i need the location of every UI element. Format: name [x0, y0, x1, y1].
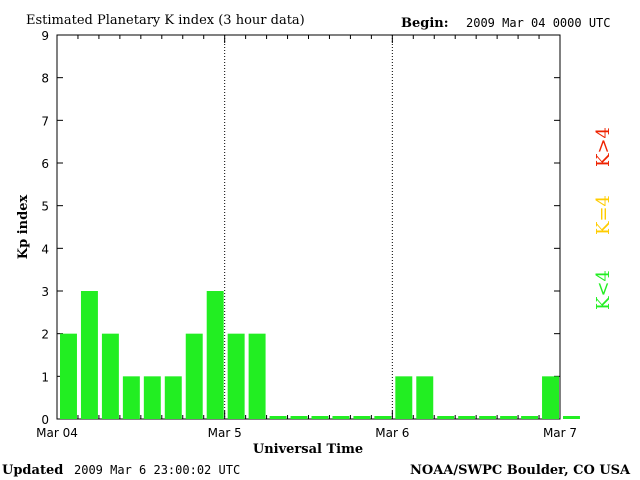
kp-bar: [164, 376, 182, 419]
axis-ticks: [56, 34, 561, 420]
x-tick-label: Mar 7: [543, 426, 577, 440]
y-tick-label: 4: [41, 242, 49, 256]
x-tick-label: Mar 5: [208, 426, 242, 440]
kp-bar: [521, 416, 539, 419]
y-tick-label: 0: [41, 413, 49, 427]
kp-bar: [290, 416, 308, 419]
kp-bar: [80, 291, 98, 419]
x-axis-label: Universal Time: [253, 442, 363, 457]
kp-bar: [500, 416, 518, 419]
kp-bar: [395, 376, 413, 419]
day-divider-lines: [224, 35, 393, 419]
kp-bar: [227, 333, 245, 419]
y-tick-label: 5: [41, 200, 49, 214]
source-credit: NOAA/SWPC Boulder, CO USA: [410, 463, 631, 478]
y-tick-labels: 0 1 2 3 4 5 6 7 8 9: [41, 29, 49, 427]
bar-series: [60, 291, 580, 419]
plot-frame: [56, 34, 561, 420]
kp-bar: [374, 416, 392, 419]
x-tick-label: Mar 04: [36, 426, 78, 440]
kp-bar: [143, 376, 161, 419]
kp-bar: [101, 333, 119, 419]
y-tick-label: 7: [41, 114, 49, 128]
kp-bar: [542, 376, 559, 419]
updated-label: Updated: [2, 463, 63, 478]
kp-bar: [269, 416, 287, 419]
legend-k-greater-4: K>4: [593, 127, 614, 167]
legend-k-equal-4: K=4: [593, 195, 614, 235]
kp-bar: [563, 416, 580, 419]
kp-bar: [122, 376, 140, 419]
legend-k-less-4: K<4: [593, 270, 614, 310]
y-axis-label: Kp index: [16, 195, 31, 260]
chart-title: Estimated Planetary K index (3 hour data…: [26, 13, 305, 28]
kp-bar: [60, 333, 77, 419]
y-tick-label: 1: [41, 370, 49, 384]
kp-bar: [332, 416, 350, 419]
y-tick-label: 2: [41, 328, 49, 342]
x-tick-label: Mar 6: [375, 426, 409, 440]
kp-bar: [206, 291, 224, 419]
y-tick-label: 9: [41, 29, 49, 43]
y-tick-label: 6: [41, 157, 49, 171]
kp-bar: [437, 416, 455, 419]
kp-bar: [479, 416, 497, 419]
begin-label: Begin:: [401, 16, 449, 31]
kp-bar: [353, 416, 371, 419]
y-tick-label: 3: [41, 285, 49, 299]
kp-bar: [458, 416, 476, 419]
kp-bar: [311, 416, 329, 419]
kp-bar: [248, 333, 266, 419]
kp-bar: [185, 333, 203, 419]
kp-bar: [416, 376, 434, 419]
updated-value: 2009 Mar 6 23:00:02 UTC: [74, 463, 240, 477]
y-tick-label: 8: [41, 72, 49, 86]
x-tick-labels: Mar 04 Mar 5 Mar 6 Mar 7: [36, 426, 577, 440]
begin-value: 2009 Mar 04 0000 UTC: [466, 16, 611, 30]
